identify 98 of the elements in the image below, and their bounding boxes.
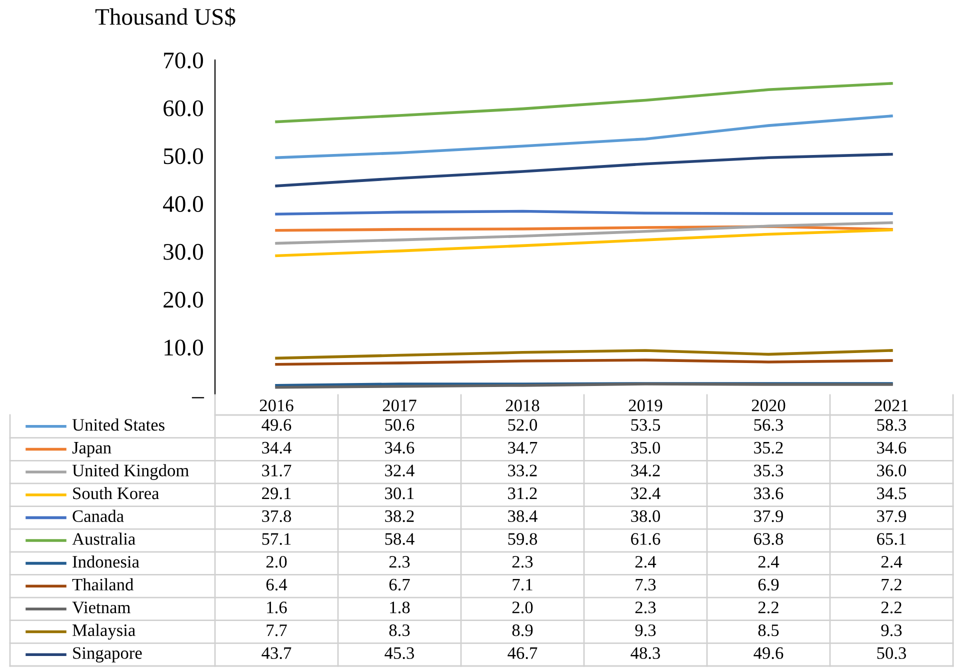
- y-tick-label: 30.0: [164, 244, 203, 260]
- y-tick-label: 20.0: [164, 292, 203, 308]
- data-label: 56.3: [754, 419, 784, 431]
- data-label: 38.2: [385, 510, 414, 522]
- data-label: 7.1: [512, 578, 532, 591]
- line-series: [275, 349, 893, 360]
- data-label: 6.9: [758, 578, 779, 591]
- line-series: [275, 228, 893, 258]
- data-label: 7.2: [882, 578, 902, 591]
- data-label: 2.4: [635, 556, 656, 568]
- legend-label: South Korea: [73, 486, 160, 500]
- data-label: 37.8: [262, 510, 292, 522]
- data-label: 49.6: [262, 419, 292, 431]
- data-label: 34.7: [508, 442, 538, 454]
- legend-label: Canada: [72, 510, 124, 522]
- data-label: 35.0: [631, 442, 660, 454]
- x-tick-label: 2016: [260, 400, 294, 412]
- data-label: 29.1: [262, 488, 291, 500]
- data-label: 43.7: [262, 647, 292, 660]
- data-label: 6.7: [389, 578, 410, 591]
- data-label: 7.3: [636, 578, 656, 591]
- data-label: 30.1: [385, 487, 414, 500]
- y-tick-label: 70.0: [164, 52, 203, 69]
- y-tick-label: –: [192, 397, 204, 398]
- data-label: 61.6: [631, 533, 660, 545]
- data-label: 65.1: [877, 533, 906, 545]
- legend-label: United States: [72, 418, 164, 431]
- x-tick-label: 2021: [874, 400, 908, 412]
- line-series: [275, 114, 893, 160]
- data-label: 58.3: [877, 419, 906, 431]
- data-label: 2.0: [512, 602, 533, 614]
- data-label: 9.3: [635, 624, 656, 636]
- data-label: 34.6: [877, 442, 906, 454]
- data-label: 58.4: [385, 533, 414, 545]
- legend-label: Japan: [72, 442, 112, 458]
- legend-label: Singapore: [73, 647, 142, 662]
- y-tick-label: 10.0: [164, 340, 203, 356]
- data-label: 6.4: [266, 578, 288, 591]
- data-label: 7.7: [266, 624, 287, 636]
- x-tick-label: 2020: [752, 400, 786, 412]
- data-label: 8.3: [389, 624, 410, 636]
- line-series: [275, 221, 893, 245]
- data-label: 2.3: [512, 556, 533, 568]
- data-label: 31.2: [508, 488, 537, 500]
- legend-label: Thailand: [72, 578, 134, 590]
- data-label: 63.8: [754, 533, 784, 545]
- y-tick-label: 50.0: [164, 148, 203, 164]
- data-label: 2.0: [266, 556, 287, 568]
- data-label: 2.2: [758, 602, 778, 614]
- y-tick-label: 60.0: [164, 100, 203, 116]
- data-label: 53.5: [631, 419, 660, 431]
- data-label: 37.9: [754, 510, 783, 522]
- data-label: 57.1: [262, 533, 291, 545]
- data-label: 33.6: [754, 488, 784, 500]
- data-label: 36.0: [877, 464, 906, 476]
- data-label: 38.4: [508, 510, 538, 522]
- data-label: 32.4: [385, 464, 414, 476]
- data-label: 46.7: [508, 647, 538, 660]
- data-label: 38.0: [631, 510, 660, 522]
- data-label: 37.9: [877, 510, 906, 522]
- data-label: 1.6: [267, 602, 287, 614]
- x-tick-label: 2019: [628, 400, 662, 412]
- data-label: 8.5: [758, 624, 779, 636]
- y-axis-title: Thousand US$: [95, 8, 236, 26]
- data-label: 31.7: [262, 464, 292, 476]
- data-label: 34.6: [385, 442, 414, 454]
- data-label: 35.3: [754, 464, 784, 476]
- line-series: [275, 82, 893, 124]
- data-label: 2.2: [881, 602, 902, 614]
- legend-label: Australia: [72, 532, 136, 545]
- legend-label: Malaysia: [72, 624, 136, 640]
- data-label: 50.6: [385, 419, 414, 431]
- data-label: 9.3: [881, 624, 902, 636]
- data-label: 50.3: [877, 647, 906, 660]
- data-label: 34.4: [262, 442, 292, 454]
- data-label: 34.5: [877, 488, 906, 500]
- data-label: 34.2: [631, 464, 660, 476]
- data-label: 45.3: [384, 647, 414, 660]
- x-tick-label: 2018: [506, 400, 540, 412]
- data-label: 49.6: [754, 647, 784, 660]
- x-tick-label: 2017: [382, 400, 416, 412]
- data-label: 2.3: [389, 556, 410, 568]
- data-label: 33.2: [508, 464, 537, 476]
- data-label: 8.9: [512, 624, 533, 636]
- data-label: 48.3: [630, 647, 660, 660]
- data-label: 2.3: [635, 602, 656, 614]
- legend-label: United Kingdom: [72, 464, 189, 480]
- data-label: 52.0: [508, 419, 538, 431]
- legend-label: Vietnam: [72, 602, 130, 614]
- legend-label: Indonesia: [72, 555, 140, 568]
- data-label: 2.4: [881, 556, 902, 568]
- data-label: 59.8: [508, 533, 538, 545]
- line-series: [275, 152, 893, 188]
- data-label: 32.4: [631, 488, 660, 500]
- data-label: 1.8: [390, 602, 410, 614]
- data-label: 35.2: [754, 442, 783, 454]
- data-label: 2.4: [758, 556, 780, 568]
- y-tick-label: 40.0: [163, 196, 203, 212]
